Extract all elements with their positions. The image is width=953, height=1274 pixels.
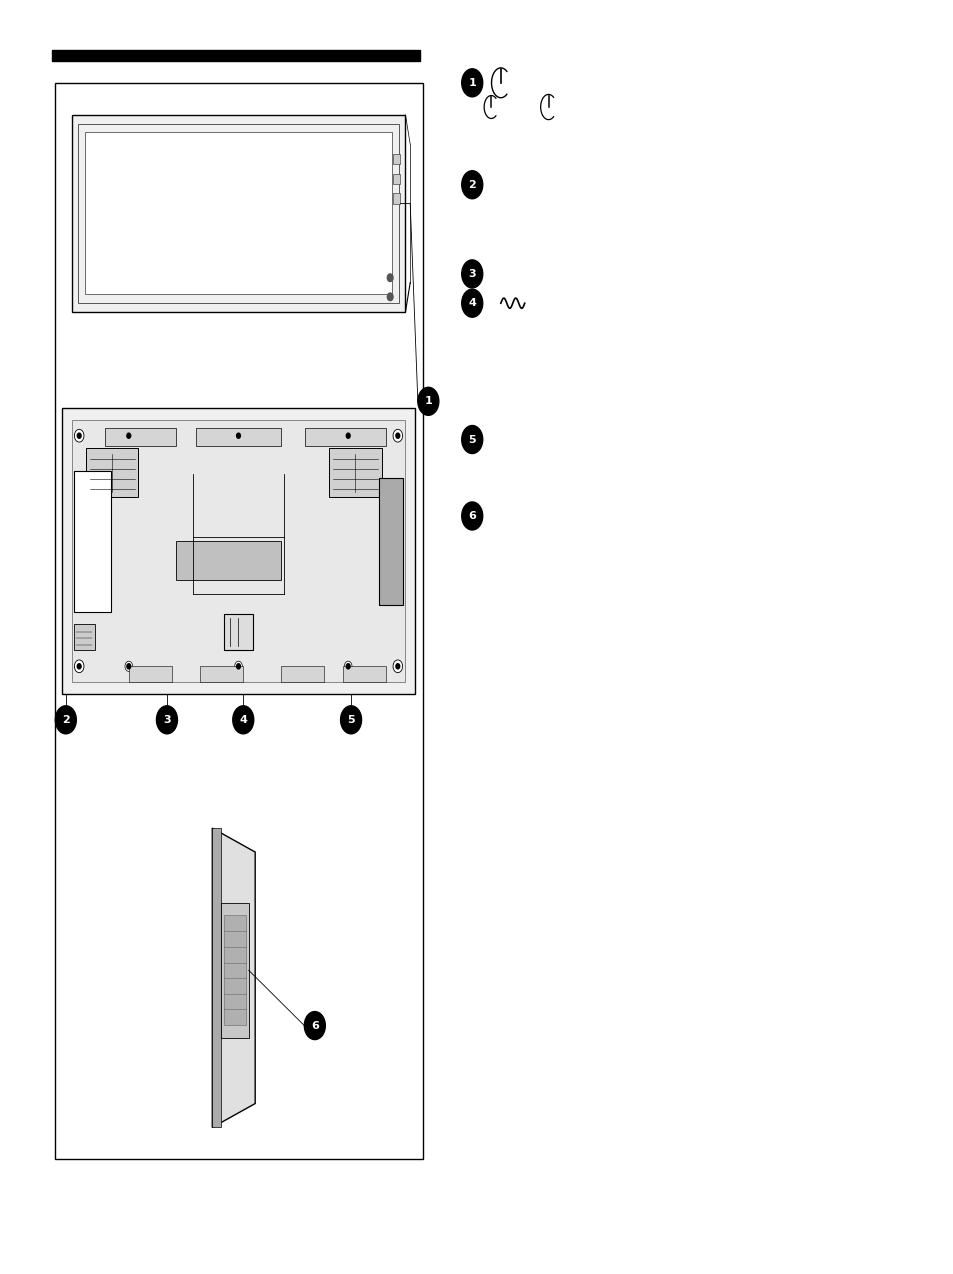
Bar — [220, 903, 249, 1037]
Bar — [223, 915, 246, 931]
Circle shape — [77, 433, 81, 438]
Circle shape — [393, 660, 402, 673]
Bar — [223, 992, 246, 1009]
Circle shape — [395, 433, 399, 438]
Bar — [74, 624, 95, 650]
Circle shape — [125, 431, 132, 441]
Bar — [71, 420, 405, 682]
Circle shape — [461, 171, 482, 199]
Circle shape — [344, 431, 352, 441]
Circle shape — [346, 664, 350, 669]
Circle shape — [125, 661, 132, 671]
Bar — [223, 945, 246, 963]
Bar — [86, 448, 138, 497]
Circle shape — [461, 426, 482, 454]
Circle shape — [417, 387, 438, 415]
Circle shape — [55, 706, 76, 734]
Text: 2: 2 — [62, 715, 70, 725]
Circle shape — [156, 706, 177, 734]
Circle shape — [74, 660, 84, 673]
Circle shape — [346, 433, 350, 438]
Bar — [85, 132, 392, 294]
Circle shape — [461, 289, 482, 317]
Circle shape — [74, 429, 84, 442]
Text: 3: 3 — [468, 269, 476, 279]
Circle shape — [461, 260, 482, 288]
Text: 6: 6 — [468, 511, 476, 521]
Bar — [223, 1009, 246, 1024]
Bar — [71, 115, 405, 312]
Circle shape — [387, 274, 393, 282]
Bar — [176, 541, 281, 580]
Text: 5: 5 — [468, 434, 476, 445]
Bar — [393, 194, 399, 204]
Bar — [223, 977, 246, 994]
Bar — [393, 154, 399, 164]
Bar — [393, 173, 399, 183]
Circle shape — [344, 661, 352, 671]
Bar — [52, 50, 419, 61]
Circle shape — [234, 661, 242, 671]
Text: 5: 5 — [347, 715, 355, 725]
Circle shape — [387, 293, 393, 301]
Bar — [305, 428, 386, 446]
Text: 2: 2 — [468, 180, 476, 190]
Polygon shape — [212, 828, 255, 1127]
Text: 4: 4 — [468, 298, 476, 308]
Text: 1: 1 — [424, 396, 432, 406]
Bar — [129, 666, 172, 682]
Circle shape — [236, 664, 240, 669]
Text: 4: 4 — [239, 715, 247, 725]
Circle shape — [77, 664, 81, 669]
Circle shape — [393, 429, 402, 442]
Polygon shape — [212, 828, 220, 1127]
Circle shape — [395, 664, 399, 669]
Circle shape — [127, 433, 131, 438]
Text: 1: 1 — [468, 78, 476, 88]
Circle shape — [233, 706, 253, 734]
Bar — [223, 930, 246, 947]
Bar — [343, 666, 386, 682]
Bar — [55, 83, 422, 1159]
Circle shape — [236, 433, 240, 438]
Circle shape — [127, 664, 131, 669]
Bar — [74, 471, 111, 612]
Bar — [62, 408, 415, 694]
Bar — [78, 124, 398, 303]
Circle shape — [461, 69, 482, 97]
Bar — [329, 448, 381, 497]
Bar — [195, 428, 281, 446]
Text: 6: 6 — [311, 1020, 318, 1031]
Circle shape — [461, 502, 482, 530]
Circle shape — [234, 431, 242, 441]
Bar — [378, 478, 402, 605]
Bar — [200, 666, 243, 682]
Bar — [223, 962, 246, 978]
Text: 3: 3 — [163, 715, 171, 725]
Circle shape — [340, 706, 361, 734]
Circle shape — [304, 1012, 325, 1040]
Bar — [105, 428, 176, 446]
Bar — [224, 614, 253, 650]
Bar — [281, 666, 324, 682]
